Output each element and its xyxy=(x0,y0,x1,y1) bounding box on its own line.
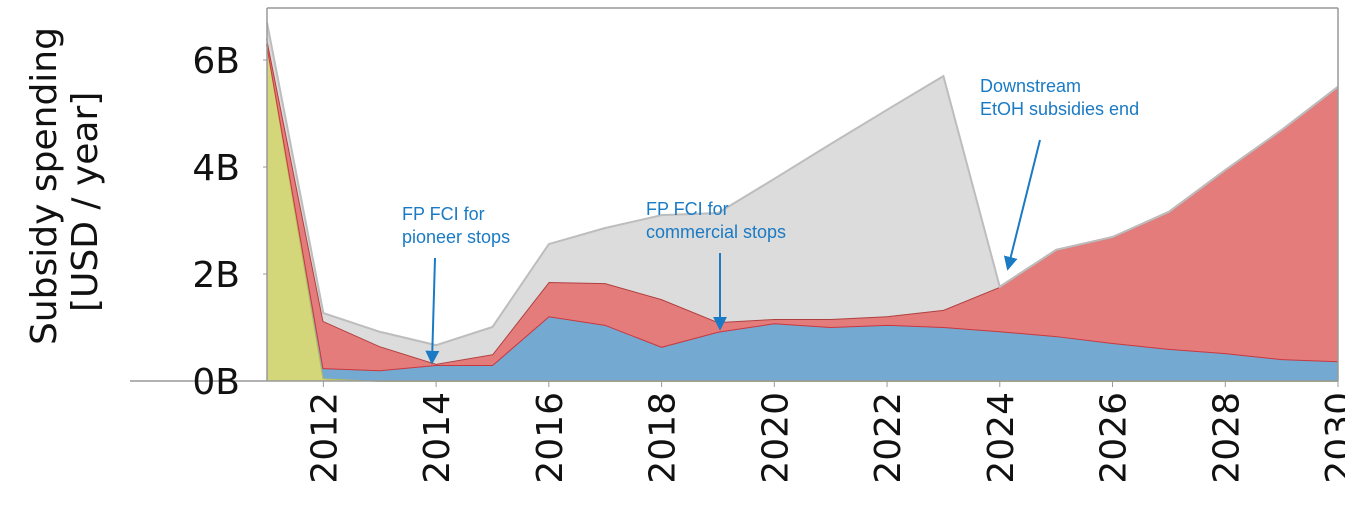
annotation: EtOH subsidies end xyxy=(980,99,1139,119)
x-tick-label: 2028 xyxy=(1206,392,1247,484)
x-tick-label: 2014 xyxy=(417,392,458,484)
annotation: FP FCI for xyxy=(646,199,729,219)
x-tick-label: 2022 xyxy=(868,392,909,484)
area-edge xyxy=(266,22,1339,347)
annotation: pioneer stops xyxy=(402,227,510,247)
x-tick-label: 2020 xyxy=(755,392,796,484)
x-tick-label: 2012 xyxy=(304,392,345,484)
y-axis-title: [USD / year] xyxy=(65,92,106,312)
x-tick-label: 2016 xyxy=(530,392,571,484)
x-tick-label: 2030 xyxy=(1319,392,1345,484)
annotation: commercial stops xyxy=(646,222,786,242)
arrow xyxy=(425,257,440,365)
x-tick-label: 2018 xyxy=(643,392,684,484)
annotation: FP FCI for xyxy=(402,204,485,224)
x-tick-label: 2026 xyxy=(1094,392,1135,484)
y-axis-title: Subsidy spending xyxy=(24,27,65,345)
y-tick-label: 2B xyxy=(192,255,240,296)
y-tick-label: 6B xyxy=(192,41,240,82)
y-tick-label: 4B xyxy=(192,148,240,189)
area xyxy=(267,22,1338,364)
arrow xyxy=(1003,139,1041,271)
area xyxy=(267,38,1338,371)
y-tick-label: 0B xyxy=(192,362,240,403)
plot-area xyxy=(266,22,1339,382)
x-tick-label: 2024 xyxy=(981,392,1022,484)
annotation: Downstream xyxy=(980,76,1081,96)
